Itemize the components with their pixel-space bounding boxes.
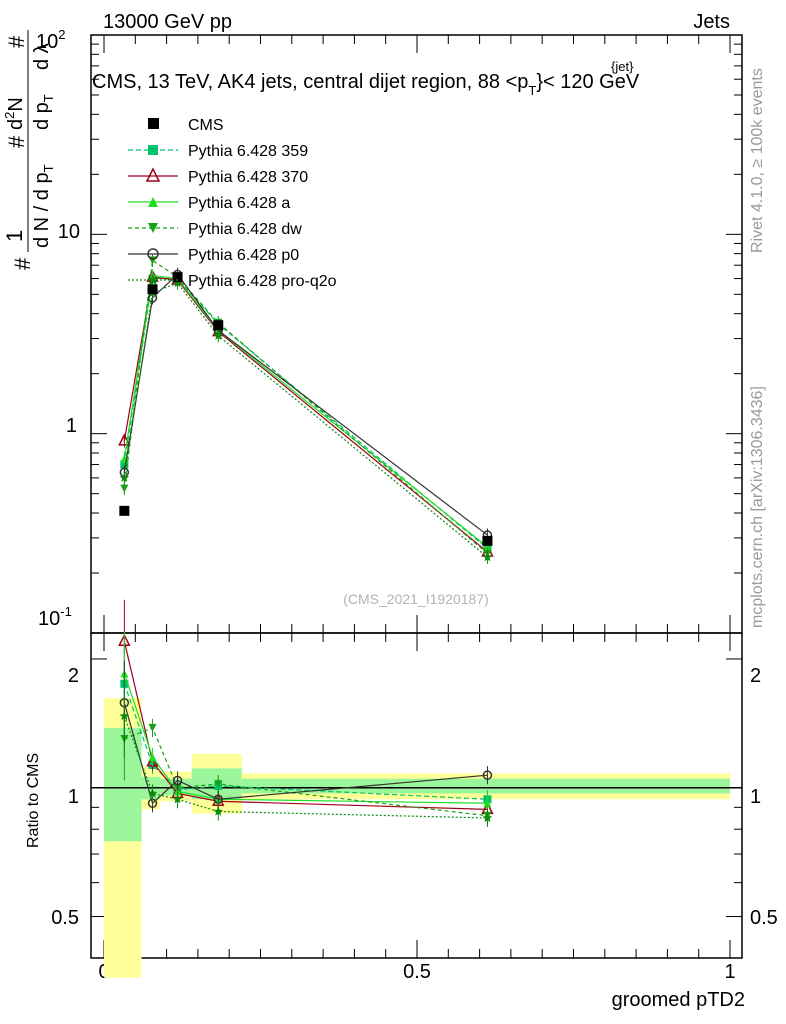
cms-point	[482, 535, 493, 546]
data-point	[148, 753, 157, 762]
y-tick-0p1: 10-1	[38, 604, 72, 630]
plot-title: CMS, 13 TeV, AK4 jets, central dijet reg…	[92, 71, 640, 98]
ratio-bands	[91, 698, 742, 978]
header-left: 13000 GeV pp	[103, 11, 232, 33]
legend-label: Pythia 6.428 370	[188, 169, 308, 186]
ratio-series	[118, 599, 494, 828]
y-tick-1: 1	[66, 415, 77, 437]
analysis-id: (CMS_2021_I1920187)	[343, 591, 489, 607]
svg-text:1: 1	[2, 230, 27, 242]
legend: CMS Pythia 6.428 359 Pythia 6.428 370 Pythi…	[128, 117, 337, 290]
svg-text:d λ: d λ	[31, 43, 53, 70]
x-tick-labels: 0 0.5 1	[98, 961, 735, 983]
ratio-line	[124, 727, 488, 817]
cms-point	[147, 284, 158, 295]
legend-label: Pythia 6.428 a	[188, 195, 290, 212]
data-point	[119, 472, 130, 482]
y-axis-label-ratio: Ratio to CMS	[25, 753, 42, 848]
ratio-tick-right-0p5: 0.5	[750, 907, 778, 929]
data-point	[483, 799, 492, 808]
svg-text:#: #	[4, 135, 29, 148]
ratio-line	[123, 715, 488, 819]
svg-text:d2N: d2N	[2, 97, 27, 130]
data-point	[214, 780, 223, 789]
ratio-tick-left-1: 1	[68, 786, 79, 808]
svg-text:d N / d pT: d N / d pT	[31, 164, 56, 248]
ratio-tick-right-1: 1	[750, 786, 761, 808]
y-tick-100: 102	[36, 27, 65, 53]
data-point	[147, 248, 159, 260]
data-point	[482, 812, 493, 822]
svg-text:#: #	[4, 35, 29, 48]
series-line	[123, 259, 488, 555]
data-point	[213, 806, 223, 816]
data-point	[145, 167, 161, 182]
y-tick-labels-main: 10-1 1 10 102	[36, 27, 80, 630]
data-point	[172, 278, 183, 287]
cms-point	[119, 505, 130, 516]
data-point	[172, 794, 183, 804]
ratio-band-inner	[241, 778, 730, 794]
legend-label: Pythia 6.428 359	[188, 143, 308, 160]
x-axis-label: groomed pTD2	[612, 989, 745, 1011]
data-point	[482, 552, 493, 562]
main-series	[118, 253, 494, 564]
y-axis-label-main: # 1 d N / d pT # d2N d pT d λ #	[2, 30, 56, 270]
cms-point	[172, 272, 183, 283]
data-point	[148, 223, 158, 233]
ratio-tick-left-0p5: 0.5	[51, 907, 79, 929]
x-tick-1: 1	[724, 961, 735, 983]
series-line	[123, 282, 488, 558]
y-tick-10: 10	[58, 221, 80, 243]
series-line	[123, 273, 488, 536]
x-tick-0p5: 0.5	[403, 961, 431, 983]
legend-marker	[148, 118, 159, 129]
cms-point	[213, 320, 224, 331]
ratio-tick-left-2: 2	[68, 665, 79, 687]
header-right: Jets	[693, 11, 730, 33]
data-point	[119, 711, 130, 721]
mcplots-label: mcplots.cern.ch [arXiv:1306.3436]	[749, 386, 766, 628]
plot-title-sup: {jet}	[611, 59, 634, 74]
data-point	[147, 788, 158, 798]
data-point	[482, 770, 493, 780]
data-point	[148, 197, 158, 207]
svg-text:d pT: d pT	[31, 94, 56, 130]
data-point	[213, 330, 223, 340]
legend-label: Pythia 6.428 p0	[188, 247, 299, 264]
data-point	[148, 145, 158, 155]
ratio-tick-right-2: 2	[750, 665, 761, 687]
data-point	[148, 723, 157, 732]
legend-label: CMS	[188, 117, 224, 134]
data-point	[172, 775, 183, 786]
y-tick-labels-ratio: 0.5 1 2 0.5 1 2	[51, 665, 778, 929]
data-point	[147, 274, 159, 285]
rivet-label: Rivet 4.1.0, ≥ 100k events	[749, 68, 766, 253]
series-line	[123, 276, 488, 553]
svg-text:#: #	[10, 257, 35, 270]
data-point	[120, 484, 129, 493]
legend-label: Pythia 6.428 dw	[188, 221, 302, 238]
legend-label: Pythia 6.428 pro-q2o	[188, 273, 337, 290]
